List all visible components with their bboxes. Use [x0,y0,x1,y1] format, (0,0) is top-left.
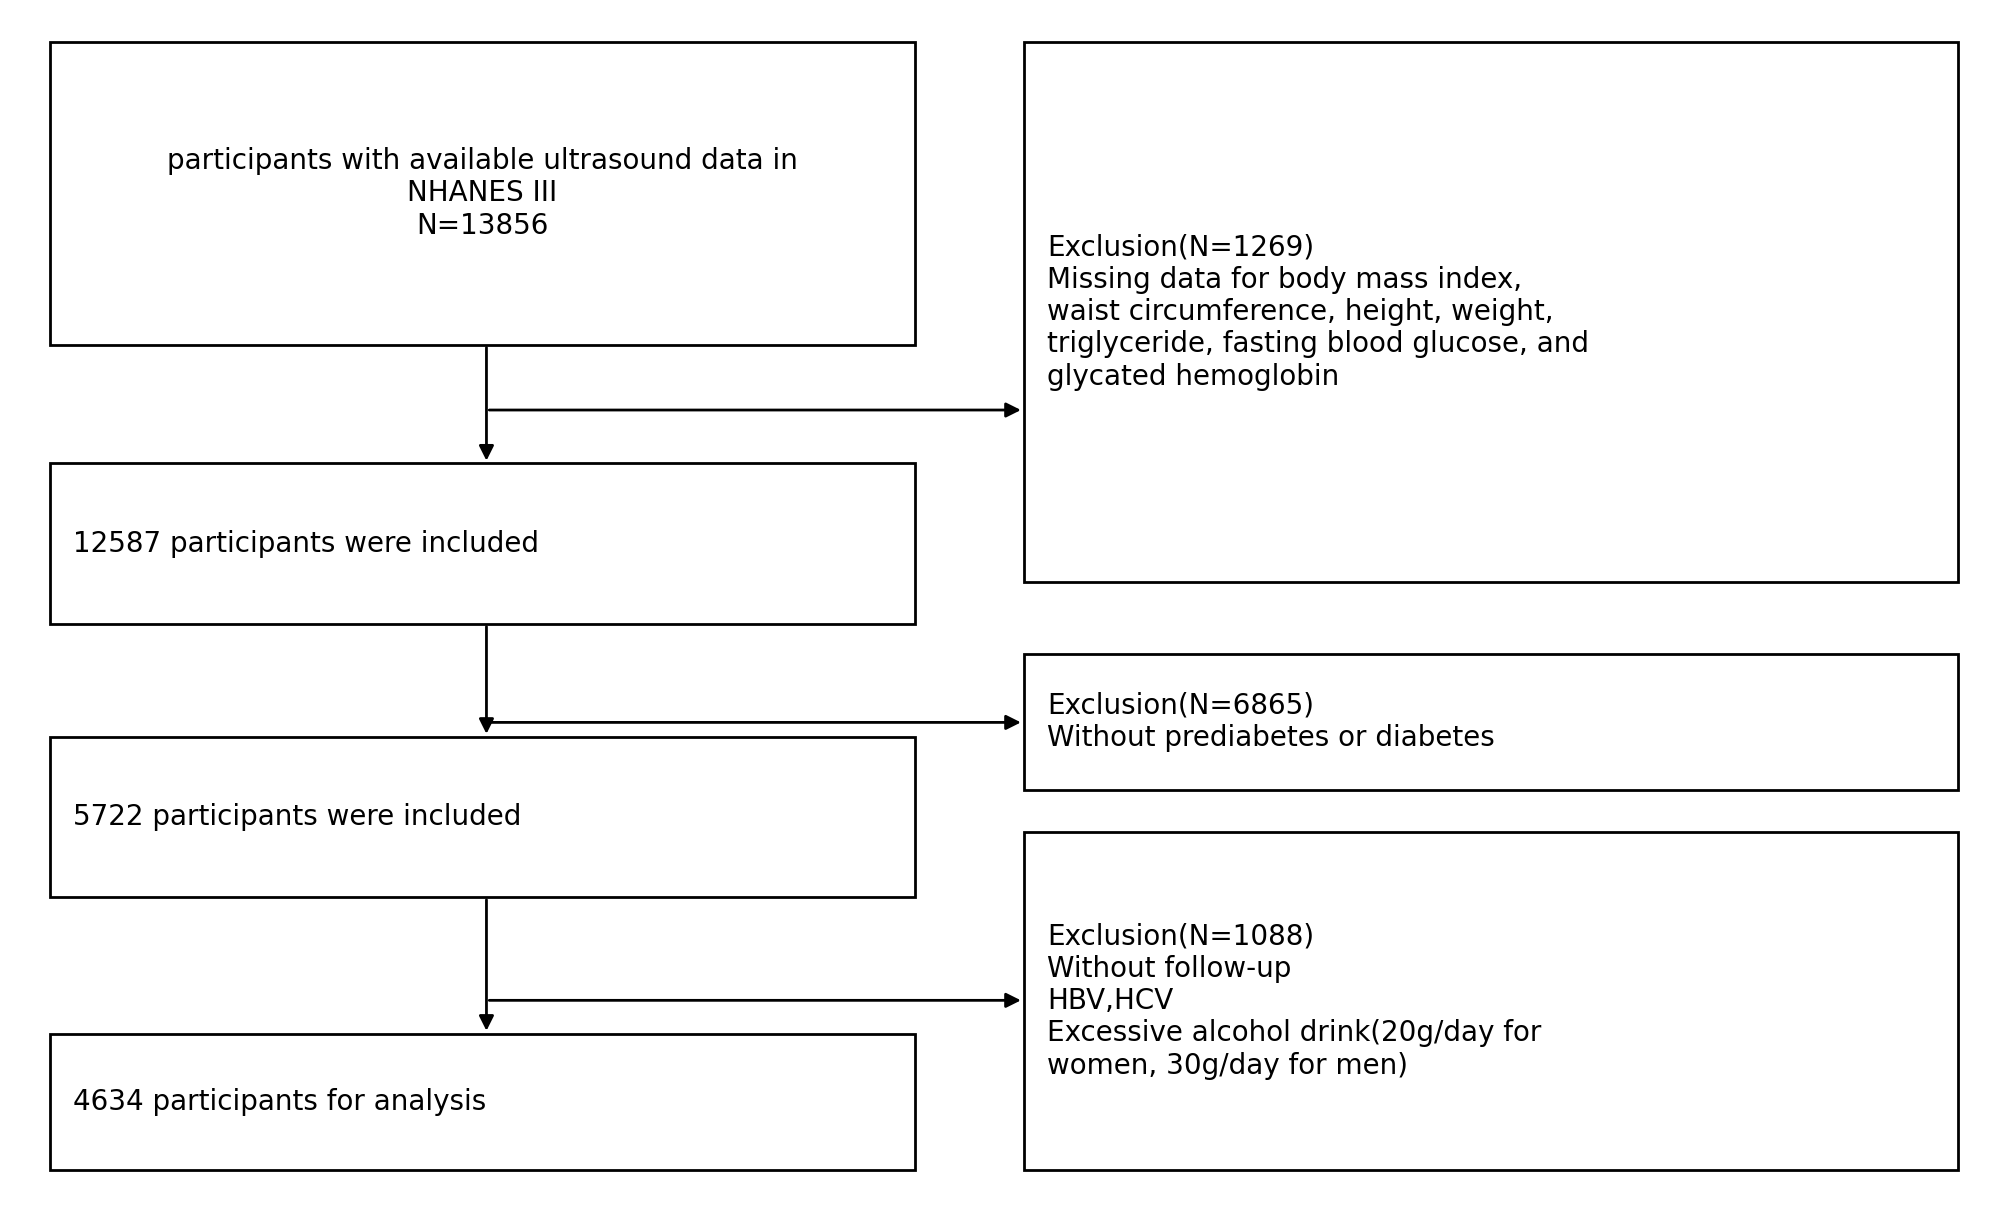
FancyBboxPatch shape [50,42,915,344]
Text: 12587 participants were included: 12587 participants were included [72,530,540,558]
Text: participants with available ultrasound data in
NHANES III
N=13856: participants with available ultrasound d… [167,147,797,240]
FancyBboxPatch shape [50,737,915,897]
FancyBboxPatch shape [1024,831,1957,1171]
FancyBboxPatch shape [1024,653,1957,790]
FancyBboxPatch shape [50,463,915,624]
Text: 5722 participants were included: 5722 participants were included [72,802,522,831]
Text: 4634 participants for analysis: 4634 participants for analysis [72,1088,486,1116]
FancyBboxPatch shape [50,1034,915,1171]
Text: Exclusion(N=1269)
Missing data for body mass index,
waist circumference, height,: Exclusion(N=1269) Missing data for body … [1048,233,1588,390]
Text: Exclusion(N=1088)
Without follow-up
HBV,HCV
Excessive alcohol drink(20g/day for
: Exclusion(N=1088) Without follow-up HBV,… [1048,922,1541,1080]
Text: Exclusion(N=6865)
Without prediabetes or diabetes: Exclusion(N=6865) Without prediabetes or… [1048,692,1495,751]
FancyBboxPatch shape [1024,42,1957,582]
